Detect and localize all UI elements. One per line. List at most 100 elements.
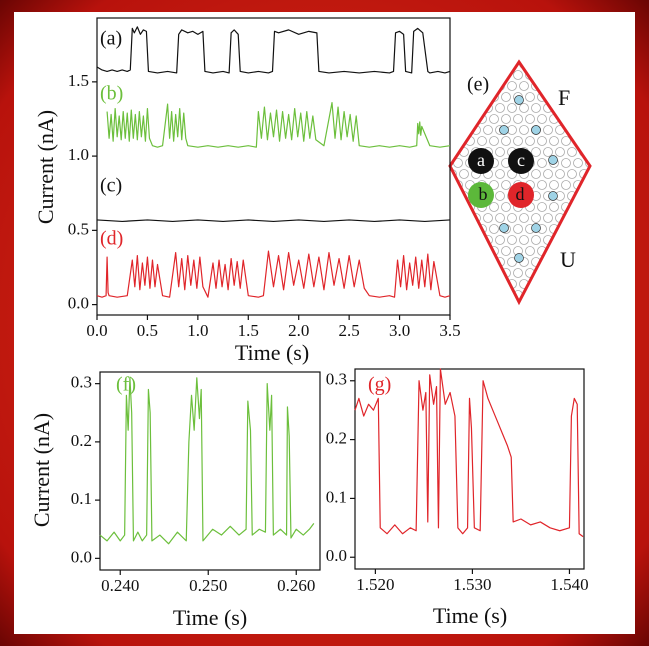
lattice-atom — [507, 81, 517, 91]
y-tick-label: 0.0 — [68, 294, 89, 313]
lattice-atom — [507, 235, 517, 245]
lattice-atom — [537, 114, 547, 124]
lattice-site — [514, 253, 524, 263]
trace — [99, 377, 315, 545]
series-label: (b) — [100, 83, 123, 105]
x-tick-label: 3.5 — [439, 321, 460, 340]
lattice-atom — [555, 147, 565, 157]
lattice-atom — [543, 169, 553, 179]
x-tick-label: 0.5 — [137, 321, 158, 340]
rhombus — [448, 59, 592, 306]
lattice-atom — [519, 81, 529, 91]
lattice-atom — [561, 158, 571, 168]
lattice-atom — [519, 213, 529, 223]
lattice-atom — [513, 70, 523, 80]
lattice-atom — [495, 103, 505, 113]
lattice-atom — [549, 180, 559, 190]
lattice-atom — [513, 224, 523, 234]
lattice-atom — [561, 136, 571, 146]
series-label: (g) — [368, 374, 391, 396]
lattice-site — [499, 125, 509, 135]
y-tick-label: 1.0 — [68, 145, 89, 164]
plot-frame — [99, 371, 321, 571]
plot-frame — [96, 17, 451, 316]
lattice-atom — [531, 213, 541, 223]
x-tick-label: 0.260 — [277, 576, 315, 595]
lattice-atom — [537, 136, 547, 146]
lattice-atom — [537, 202, 547, 212]
site-b — [468, 182, 494, 208]
x-tick-label: 1.530 — [453, 575, 491, 594]
lattice-site — [548, 191, 558, 201]
lattice-site — [499, 223, 509, 233]
lattice-site — [548, 155, 558, 165]
lattice-atom — [525, 246, 535, 256]
lattice-atom — [531, 147, 541, 157]
lattice-atom — [555, 169, 565, 179]
lattice-atom — [519, 235, 529, 245]
lattice-atom — [501, 114, 511, 124]
lattice-atom — [483, 125, 493, 135]
y-tick-label: 0.2 — [326, 428, 347, 447]
panel-background — [14, 12, 635, 634]
panel-label: (e) — [467, 74, 489, 96]
lattice-atom — [531, 103, 541, 113]
x-tick-label: 2.0 — [288, 321, 309, 340]
lattice-site — [531, 125, 541, 135]
trace — [96, 219, 451, 223]
lattice-atom — [489, 136, 499, 146]
y-tick-label: 0.2 — [71, 431, 92, 450]
site-d — [508, 182, 534, 208]
y-tick-label: 0.0 — [326, 546, 347, 565]
top-label: F — [558, 85, 570, 110]
x-tick-label: 0.0 — [86, 321, 107, 340]
lattice-atom — [501, 136, 511, 146]
site-a — [468, 148, 494, 174]
lattice-atom — [489, 202, 499, 212]
lattice-atom — [459, 169, 469, 179]
y-tick-label: 0.5 — [68, 219, 89, 238]
lattice-atom — [489, 180, 499, 190]
y-tick-label: 0.3 — [326, 370, 347, 389]
lattice-site — [514, 95, 524, 105]
y-axis-title: Current (nA) — [33, 110, 58, 224]
lattice-atom — [489, 224, 499, 234]
lattice-atom — [513, 114, 523, 124]
lattice-atom — [507, 213, 517, 223]
site-label: d — [516, 184, 525, 204]
lattice-atom — [537, 158, 547, 168]
lattice-atom — [501, 92, 511, 102]
lattice-atom — [489, 114, 499, 124]
lattice-atom — [501, 180, 511, 190]
lattice-atom — [543, 147, 553, 157]
trace — [96, 250, 451, 298]
lattice-atom — [495, 147, 505, 157]
plot-frame — [354, 368, 585, 570]
lattice-atom — [525, 136, 535, 146]
lattice-atom — [561, 180, 571, 190]
series-label: (f) — [116, 374, 136, 396]
lattice-atom — [567, 147, 577, 157]
x-tick-label: 1.5 — [238, 321, 259, 340]
lattice-atom — [585, 158, 590, 168]
lattice-atom — [495, 235, 505, 245]
lattice-atom — [549, 136, 559, 146]
lattice-atom — [495, 191, 505, 201]
lattice-atom — [513, 136, 523, 146]
series-label: (c) — [100, 175, 122, 197]
lattice-atom — [477, 136, 487, 146]
series-label: (d) — [100, 228, 123, 250]
lattice-atom — [519, 103, 529, 113]
x-axis-title: Time (s) — [433, 603, 507, 628]
x-axis-title: Time (s) — [173, 605, 247, 630]
trace — [106, 102, 451, 148]
lattice-atom — [495, 169, 505, 179]
x-tick-label: 0.250 — [189, 576, 227, 595]
lattice-atom — [531, 169, 541, 179]
lattice-site — [531, 223, 541, 233]
series-label: (a) — [100, 28, 122, 50]
site-label: c — [517, 150, 525, 170]
y-tick-label: 0.3 — [71, 373, 92, 392]
lattice-atom — [549, 202, 559, 212]
